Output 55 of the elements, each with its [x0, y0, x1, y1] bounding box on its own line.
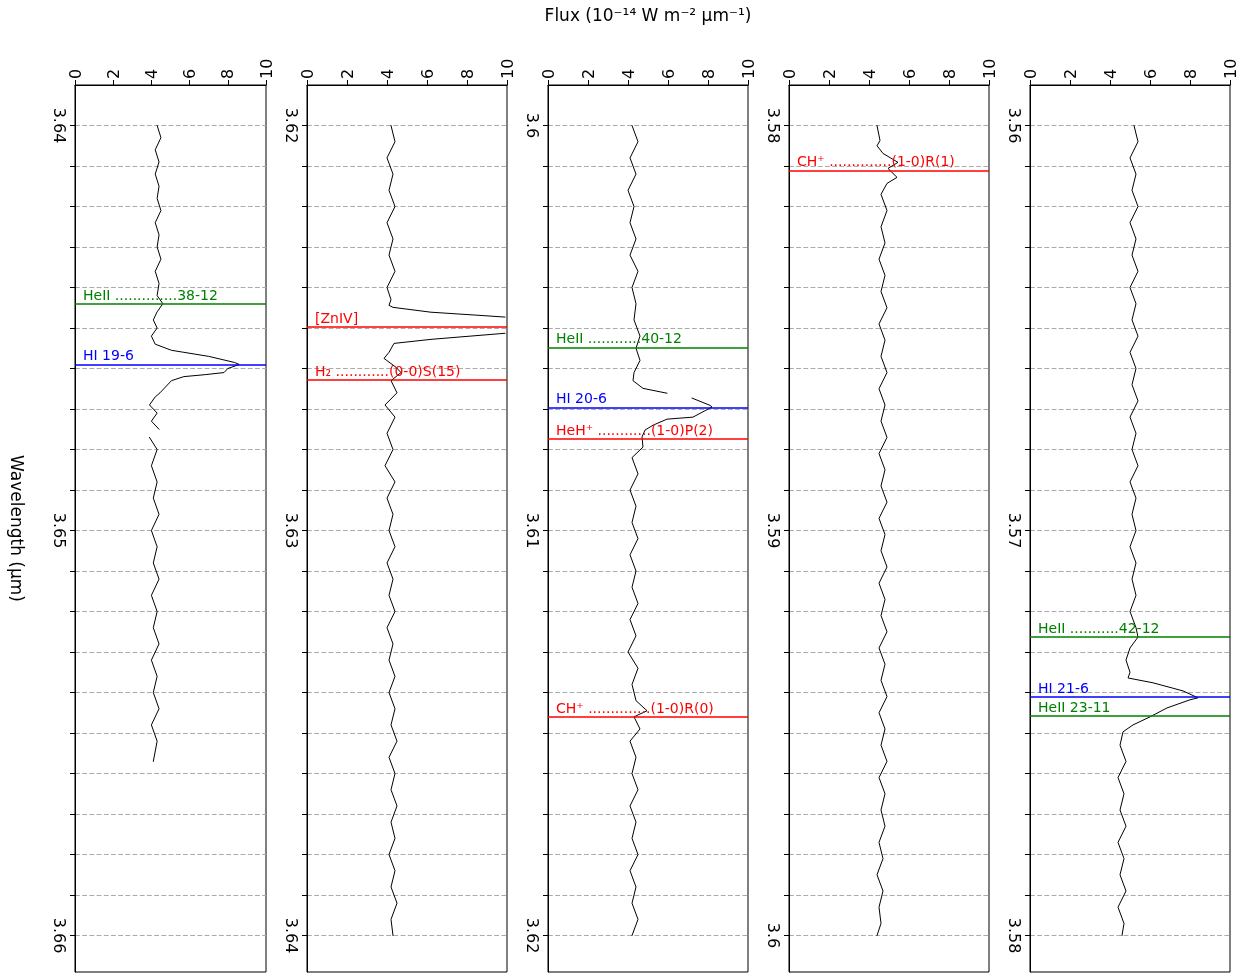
- x-tick-label: 0: [65, 68, 85, 79]
- x-tick-label: 4: [377, 68, 397, 79]
- x-axis-title: Flux (10⁻¹⁴ W m⁻² μm⁻¹): [544, 4, 752, 25]
- x-tick-label: 10: [738, 58, 758, 79]
- x-tick-label: 4: [141, 68, 161, 79]
- y-tick-label: 3.61: [522, 512, 542, 549]
- ref-line-label: HeII ..............38-12: [83, 286, 218, 303]
- x-tick-label: 10: [979, 58, 999, 79]
- y-tick-label: 3.59: [763, 512, 783, 549]
- ref-line-label: HI 19-6: [83, 347, 134, 364]
- x-tick-label: 8: [698, 68, 718, 79]
- y-tick-label: 3.56: [1004, 107, 1024, 144]
- x-tick-label: 8: [218, 68, 238, 79]
- y-tick-label: 3.62: [281, 107, 301, 144]
- y-tick-label: 3.58: [1004, 917, 1024, 954]
- x-tick-label: 6: [180, 68, 200, 79]
- x-tick-label: 6: [1140, 68, 1160, 79]
- y-tick-label: 3.65: [49, 512, 69, 549]
- x-tick-label: 4: [1100, 68, 1120, 79]
- x-tick-label: 8: [1180, 68, 1200, 79]
- x-tick-label: 0: [1020, 68, 1040, 79]
- x-tick-label: 10: [1220, 58, 1240, 79]
- y-tick-label: 3.64: [49, 107, 69, 144]
- x-tick-label: 6: [417, 68, 437, 79]
- x-tick-label: 8: [939, 68, 959, 79]
- ref-line-label: HeII 23-11: [1038, 698, 1111, 715]
- x-tick-label: 0: [297, 68, 317, 79]
- y-tick-label: 3.66: [49, 917, 69, 954]
- ref-line-label: HI 20-6: [556, 390, 607, 407]
- x-tick-label: 2: [578, 68, 598, 79]
- y-tick-label: 3.62: [522, 917, 542, 954]
- ref-line-label: HI 21-6: [1038, 679, 1089, 696]
- ref-line-label: [ZnIV]: [315, 309, 359, 326]
- x-tick-label: 8: [457, 68, 477, 79]
- x-tick-label: 10: [256, 58, 276, 79]
- x-tick-label: 2: [103, 68, 123, 79]
- y-tick-label: 3.64: [281, 917, 301, 954]
- ref-line-label: H₂ ............(0-0)S(15): [315, 362, 461, 379]
- y-axis-title: Wavelength (μm): [6, 455, 27, 602]
- x-tick-label: 2: [337, 68, 357, 79]
- ref-line-label: HeII ...........42-12: [1038, 620, 1160, 637]
- x-tick-label: 4: [859, 68, 879, 79]
- y-tick-label: 3.63: [281, 512, 301, 549]
- x-tick-label: 4: [618, 68, 638, 79]
- x-tick-label: 0: [538, 68, 558, 79]
- x-tick-label: 6: [658, 68, 678, 79]
- y-tick-label: 3.57: [1004, 512, 1024, 549]
- x-tick-label: 0: [779, 68, 799, 79]
- x-tick-label: 10: [497, 58, 517, 79]
- y-tick-label: 3.6: [522, 112, 542, 139]
- x-tick-label: 2: [819, 68, 839, 79]
- x-tick-label: 2: [1060, 68, 1080, 79]
- y-tick-label: 3.6: [763, 922, 783, 949]
- x-tick-label: 6: [899, 68, 919, 79]
- y-tick-label: 3.58: [763, 107, 783, 144]
